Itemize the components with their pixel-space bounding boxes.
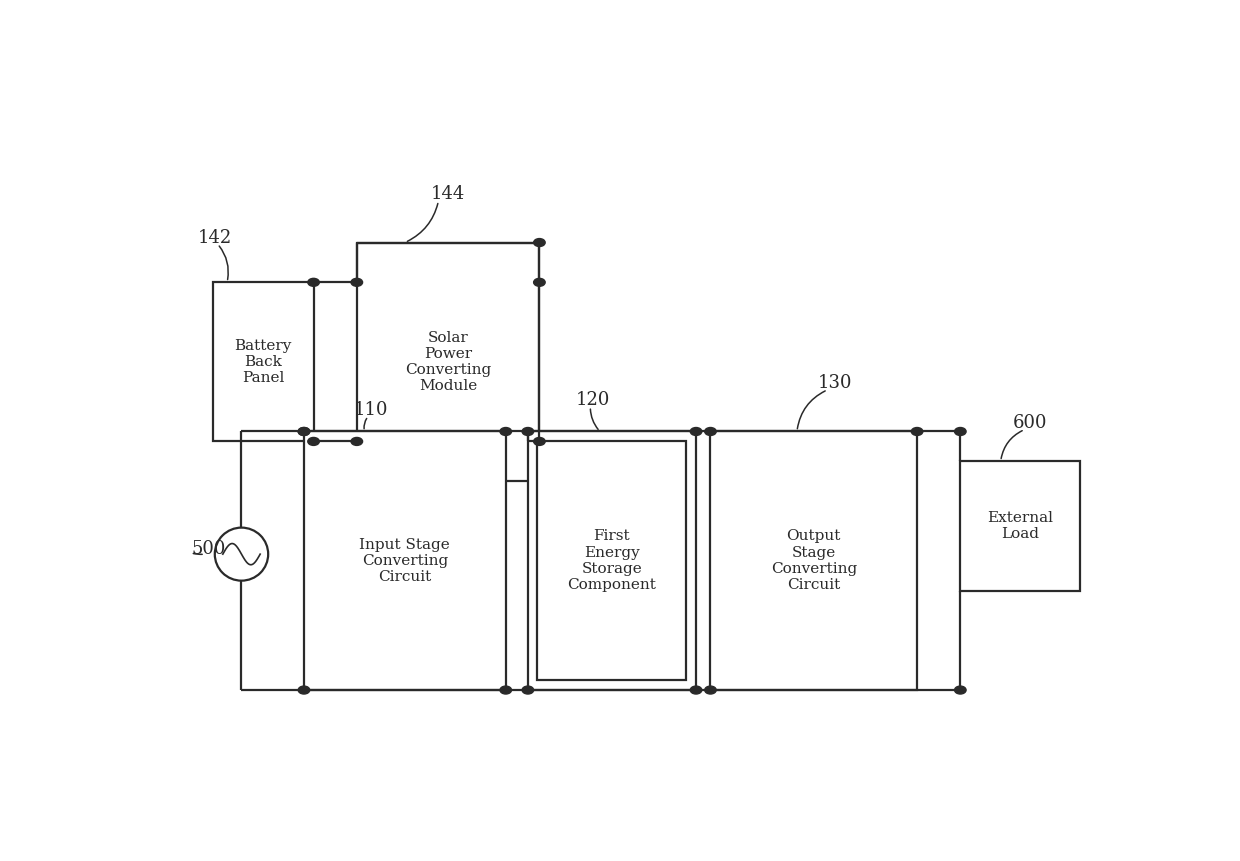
- Text: 144: 144: [430, 185, 465, 203]
- Circle shape: [911, 428, 923, 436]
- Circle shape: [522, 686, 533, 694]
- Text: Output
Stage
Converting
Circuit: Output Stage Converting Circuit: [770, 530, 857, 592]
- Text: Solar
Power
Converting
Module: Solar Power Converting Module: [405, 331, 491, 393]
- Circle shape: [308, 437, 320, 445]
- Text: Battery
Back
Panel: Battery Back Panel: [234, 338, 291, 385]
- Text: 130: 130: [818, 375, 853, 393]
- FancyBboxPatch shape: [213, 282, 314, 442]
- FancyBboxPatch shape: [537, 442, 687, 680]
- Circle shape: [691, 686, 702, 694]
- FancyBboxPatch shape: [357, 243, 539, 481]
- Circle shape: [351, 437, 362, 445]
- FancyBboxPatch shape: [960, 461, 1080, 591]
- Circle shape: [500, 428, 512, 436]
- Text: External
Load: External Load: [987, 511, 1054, 541]
- Circle shape: [704, 686, 717, 694]
- FancyBboxPatch shape: [304, 431, 506, 690]
- Circle shape: [298, 686, 310, 694]
- Text: First
Energy
Storage
Component: First Energy Storage Component: [568, 530, 656, 592]
- FancyBboxPatch shape: [528, 431, 696, 690]
- Circle shape: [298, 428, 310, 436]
- Text: 600: 600: [1013, 414, 1048, 432]
- FancyBboxPatch shape: [711, 431, 918, 690]
- Text: 120: 120: [575, 391, 610, 409]
- Circle shape: [533, 278, 546, 287]
- Circle shape: [500, 686, 512, 694]
- Circle shape: [955, 686, 966, 694]
- Circle shape: [351, 278, 362, 287]
- Circle shape: [955, 428, 966, 436]
- Text: 142: 142: [198, 228, 232, 246]
- Circle shape: [522, 428, 533, 436]
- Text: 500: 500: [191, 540, 226, 558]
- Ellipse shape: [215, 528, 268, 580]
- Circle shape: [533, 238, 546, 246]
- Circle shape: [308, 278, 320, 287]
- Text: Input Stage
Converting
Circuit: Input Stage Converting Circuit: [360, 537, 450, 584]
- Circle shape: [704, 428, 717, 436]
- Circle shape: [298, 428, 310, 436]
- Circle shape: [691, 428, 702, 436]
- Text: 110: 110: [353, 401, 388, 419]
- Circle shape: [533, 437, 546, 445]
